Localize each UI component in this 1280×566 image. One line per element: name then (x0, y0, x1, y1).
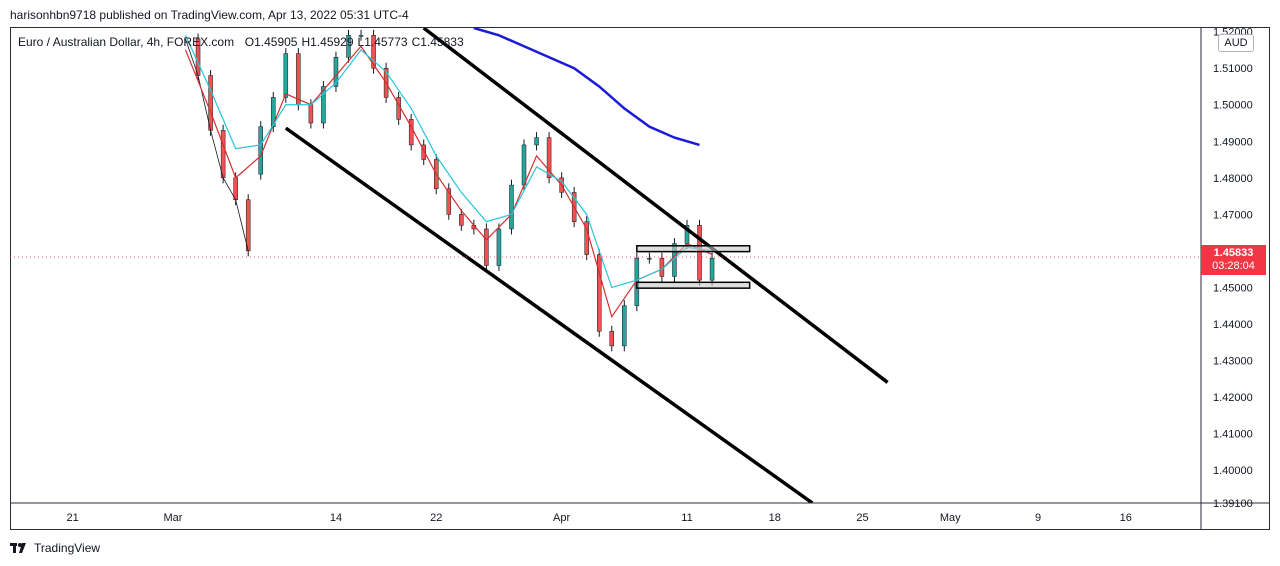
x-tick-label: May (940, 512, 961, 524)
ohlc-high: H1.45929 (301, 35, 354, 49)
publish-header: harisonhbn9718 published on TradingView.… (10, 8, 409, 22)
y-tick-label: 1.41000 (1213, 429, 1253, 441)
y-tick-label: 1.47000 (1213, 209, 1253, 221)
x-tick-label: 21 (67, 512, 79, 524)
x-tick-label: Apr (553, 512, 570, 524)
ohlc-close: C1.45833 (411, 35, 464, 49)
x-tick-label: 9 (1035, 512, 1041, 524)
currency-selector[interactable]: AUD (1218, 34, 1254, 52)
symbol-info: Euro / Australian Dollar, 4h, FOREX.com … (18, 35, 468, 49)
footer-brand: TradingView (34, 541, 101, 555)
y-tick-label: 1.45000 (1213, 282, 1253, 294)
y-tick-label: 1.40000 (1213, 465, 1253, 477)
candle-body (220, 130, 226, 179)
support-resistance-zone (636, 281, 751, 289)
candle-body (258, 126, 263, 175)
candle-body (496, 228, 502, 266)
candle-body (709, 257, 715, 281)
ohlc-open: O1.45905 (244, 35, 298, 49)
price-line (185, 38, 249, 251)
candle-body (296, 53, 301, 105)
symbol-name: Euro / Australian Dollar, 4h, FOREX.com (18, 35, 235, 49)
candle-body (459, 214, 464, 226)
candle-body (271, 97, 276, 127)
candle-body (546, 137, 552, 179)
tradingview-logo-icon (10, 543, 26, 553)
candle-body (321, 86, 326, 124)
candle-body (697, 225, 702, 281)
chart-frame[interactable] (10, 27, 1270, 530)
candle-body (233, 177, 238, 200)
candle-body (283, 53, 289, 98)
candle-body (333, 56, 339, 87)
candle-body (521, 144, 527, 186)
y-tick-label: 1.43000 (1213, 356, 1253, 368)
last-price: 1.45833 (1213, 247, 1254, 259)
x-tick-label: 11 (681, 512, 692, 524)
plot-area (0, 28, 1201, 503)
candle-body (0, 174, 4, 251)
y-tick-label: 1.42000 (1213, 392, 1253, 404)
candle-body (421, 144, 426, 160)
candle-body (358, 35, 364, 37)
candle-body (208, 75, 213, 131)
candle-body (484, 228, 489, 266)
y-tick-label: 1.48000 (1213, 173, 1253, 185)
ma-long-line (473, 28, 700, 147)
channel-trend-line (284, 126, 814, 503)
x-tick-label: 14 (330, 512, 342, 524)
candle-body (408, 119, 414, 146)
candle-body (245, 199, 251, 252)
x-tick-label: 25 (856, 512, 868, 524)
candle-body (534, 137, 539, 146)
plot-layer (0, 28, 1201, 503)
candle-body (371, 35, 376, 69)
y-tick-label: 1.51000 (1213, 63, 1253, 75)
channel-trend-line (422, 28, 889, 384)
candle-body (308, 104, 314, 124)
candle-body (596, 254, 602, 332)
x-tick-label: Mar (164, 512, 183, 524)
x-tick-label: 18 (769, 512, 781, 524)
y-tick-label: 1.44000 (1213, 319, 1253, 331)
candle-body (346, 35, 351, 58)
bar-countdown: 03:28:04 (1212, 260, 1255, 272)
y-tick-label: 1.39100 (1213, 498, 1253, 510)
x-tick-label: 22 (430, 512, 442, 524)
candle-body (622, 305, 627, 347)
candle-body (647, 257, 652, 260)
candle-body (609, 331, 615, 347)
ema-fast-line (184, 45, 713, 319)
ohlc-low: L1.45773 (357, 35, 408, 49)
footer: TradingView (10, 541, 100, 555)
y-tick-label: 1.50000 (1213, 100, 1253, 112)
candle-body (446, 188, 452, 215)
axis-layer: 1.39100 1.40000 1.41000 1.42000 1.43000 1.440… (10, 27, 1270, 530)
last-price-badge: 1.45833 03:28:04 (1201, 245, 1266, 275)
candle-body (509, 184, 514, 230)
x-tick-label: 16 (1120, 512, 1132, 524)
ema-slow-line (184, 35, 713, 289)
support-resistance-zone (636, 245, 751, 253)
y-tick-label: 1.49000 (1213, 136, 1253, 148)
